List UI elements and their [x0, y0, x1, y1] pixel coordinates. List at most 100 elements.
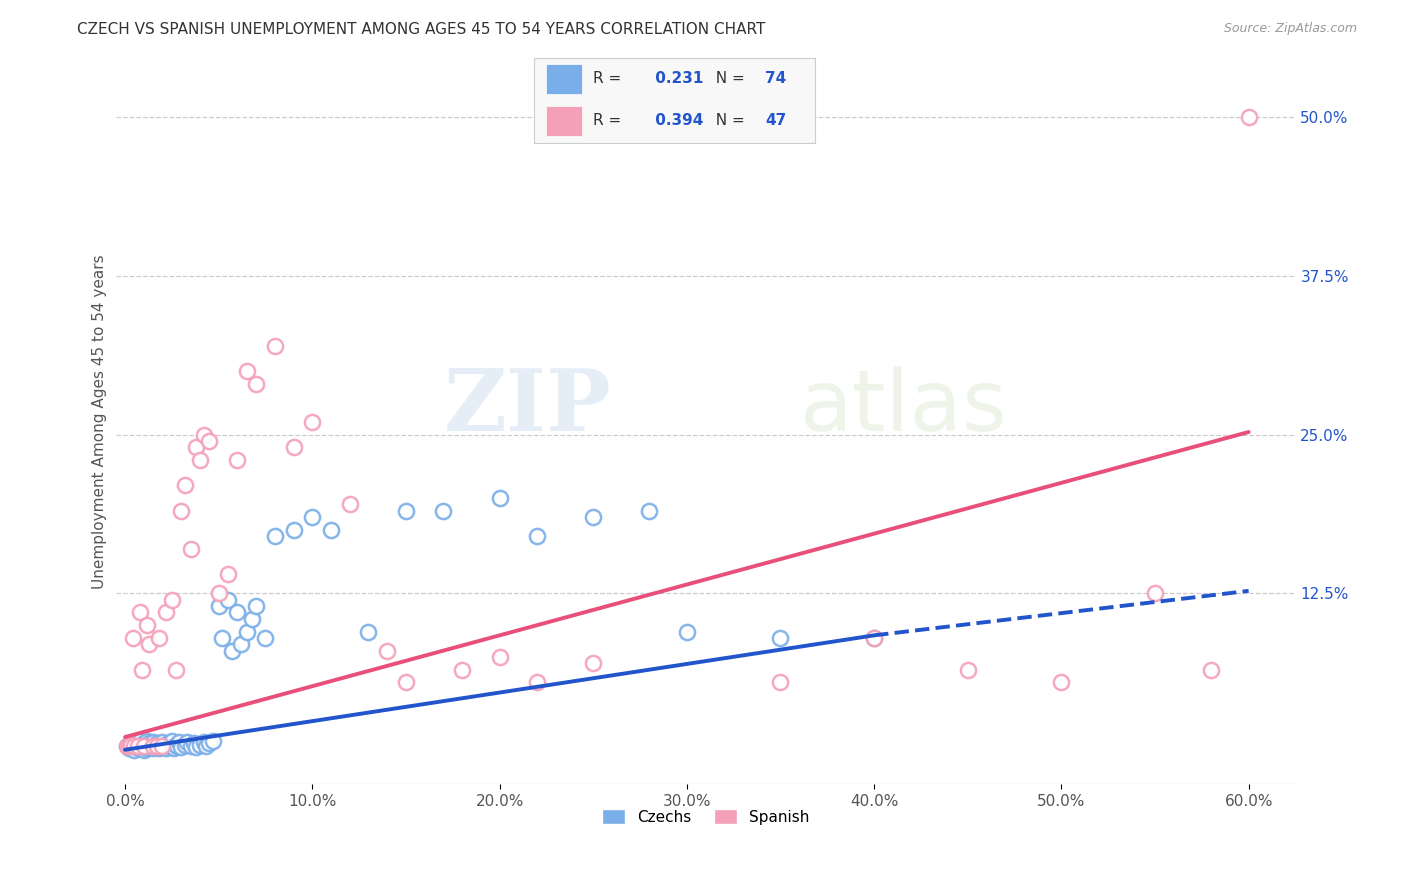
Point: [124, 735, 146, 749]
Point: [127, 739, 149, 753]
Point: [188, 453, 211, 467]
Point: [226, 453, 249, 467]
Text: Source: ZipAtlas.com: Source: ZipAtlas.com: [1223, 22, 1357, 36]
Point: [135, 741, 157, 756]
Point: [217, 567, 239, 582]
Point: [121, 631, 143, 645]
Point: [254, 631, 277, 645]
Point: [160, 740, 183, 755]
Point: [127, 741, 149, 756]
Point: [319, 523, 342, 537]
Point: [432, 504, 454, 518]
Point: [148, 741, 170, 756]
Point: [217, 592, 239, 607]
Point: [136, 618, 159, 632]
Text: CZECH VS SPANISH UNEMPLOYMENT AMONG AGES 45 TO 54 YEARS CORRELATION CHART: CZECH VS SPANISH UNEMPLOYMENT AMONG AGES…: [77, 22, 766, 37]
Point: [132, 736, 155, 750]
Point: [245, 599, 267, 614]
Point: [131, 663, 153, 677]
Point: [395, 675, 418, 690]
Point: [283, 440, 305, 454]
Point: [146, 739, 169, 753]
Point: [180, 739, 202, 753]
Point: [194, 739, 217, 753]
Text: atlas: atlas: [800, 366, 1008, 449]
Y-axis label: Unemployment Among Ages 45 to 54 years: Unemployment Among Ages 45 to 54 years: [93, 254, 107, 589]
Point: [163, 741, 186, 756]
Point: [1143, 586, 1166, 600]
Point: [339, 498, 361, 512]
Point: [1050, 675, 1073, 690]
Point: [263, 529, 285, 543]
Point: [176, 735, 198, 749]
FancyBboxPatch shape: [546, 106, 582, 136]
Text: N =: N =: [706, 70, 749, 86]
Point: [146, 740, 169, 755]
Text: 74: 74: [765, 70, 786, 86]
Point: [180, 541, 202, 556]
Point: [263, 338, 285, 352]
Point: [769, 675, 792, 690]
FancyBboxPatch shape: [546, 64, 582, 94]
Point: [638, 504, 661, 518]
Point: [395, 504, 418, 518]
Point: [202, 734, 225, 748]
Point: [153, 739, 176, 753]
Point: [186, 740, 208, 755]
Point: [375, 643, 398, 657]
Point: [165, 663, 187, 677]
Point: [198, 434, 221, 448]
Point: [131, 740, 153, 755]
Point: [142, 735, 165, 749]
Point: [157, 736, 180, 750]
Point: [138, 637, 160, 651]
Point: [152, 735, 174, 749]
Text: R =: R =: [593, 113, 627, 128]
Point: [526, 675, 548, 690]
Point: [132, 739, 155, 753]
Point: [152, 740, 174, 755]
Point: [138, 736, 160, 750]
Point: [208, 586, 231, 600]
Point: [221, 643, 243, 657]
Point: [956, 663, 979, 677]
Point: [245, 376, 267, 391]
Point: [136, 738, 159, 752]
Point: [863, 631, 886, 645]
Point: [208, 599, 231, 614]
Point: [115, 739, 138, 753]
Point: [226, 606, 249, 620]
Point: [301, 510, 323, 524]
Point: [193, 735, 215, 749]
Point: [155, 741, 177, 756]
Point: [159, 739, 181, 753]
Text: 0.231: 0.231: [650, 70, 703, 86]
Text: R =: R =: [593, 70, 627, 86]
Point: [118, 741, 141, 756]
Point: [193, 427, 215, 442]
Point: [160, 734, 183, 748]
Point: [132, 743, 155, 757]
Point: [174, 478, 197, 492]
Point: [863, 631, 886, 645]
Point: [129, 606, 152, 620]
Point: [488, 650, 510, 665]
Point: [124, 743, 146, 757]
Point: [769, 631, 792, 645]
Text: 0.394: 0.394: [650, 113, 703, 128]
Point: [582, 657, 605, 671]
Point: [148, 631, 170, 645]
Point: [198, 736, 221, 750]
Text: 47: 47: [765, 113, 786, 128]
Point: [129, 738, 152, 752]
Point: [124, 739, 146, 753]
Point: [174, 738, 197, 752]
Point: [1199, 663, 1222, 677]
Point: [125, 739, 148, 753]
Point: [526, 529, 548, 543]
Point: [115, 739, 138, 753]
Point: [120, 738, 142, 752]
Point: [1237, 110, 1260, 124]
Point: [211, 631, 233, 645]
Point: [165, 738, 187, 752]
